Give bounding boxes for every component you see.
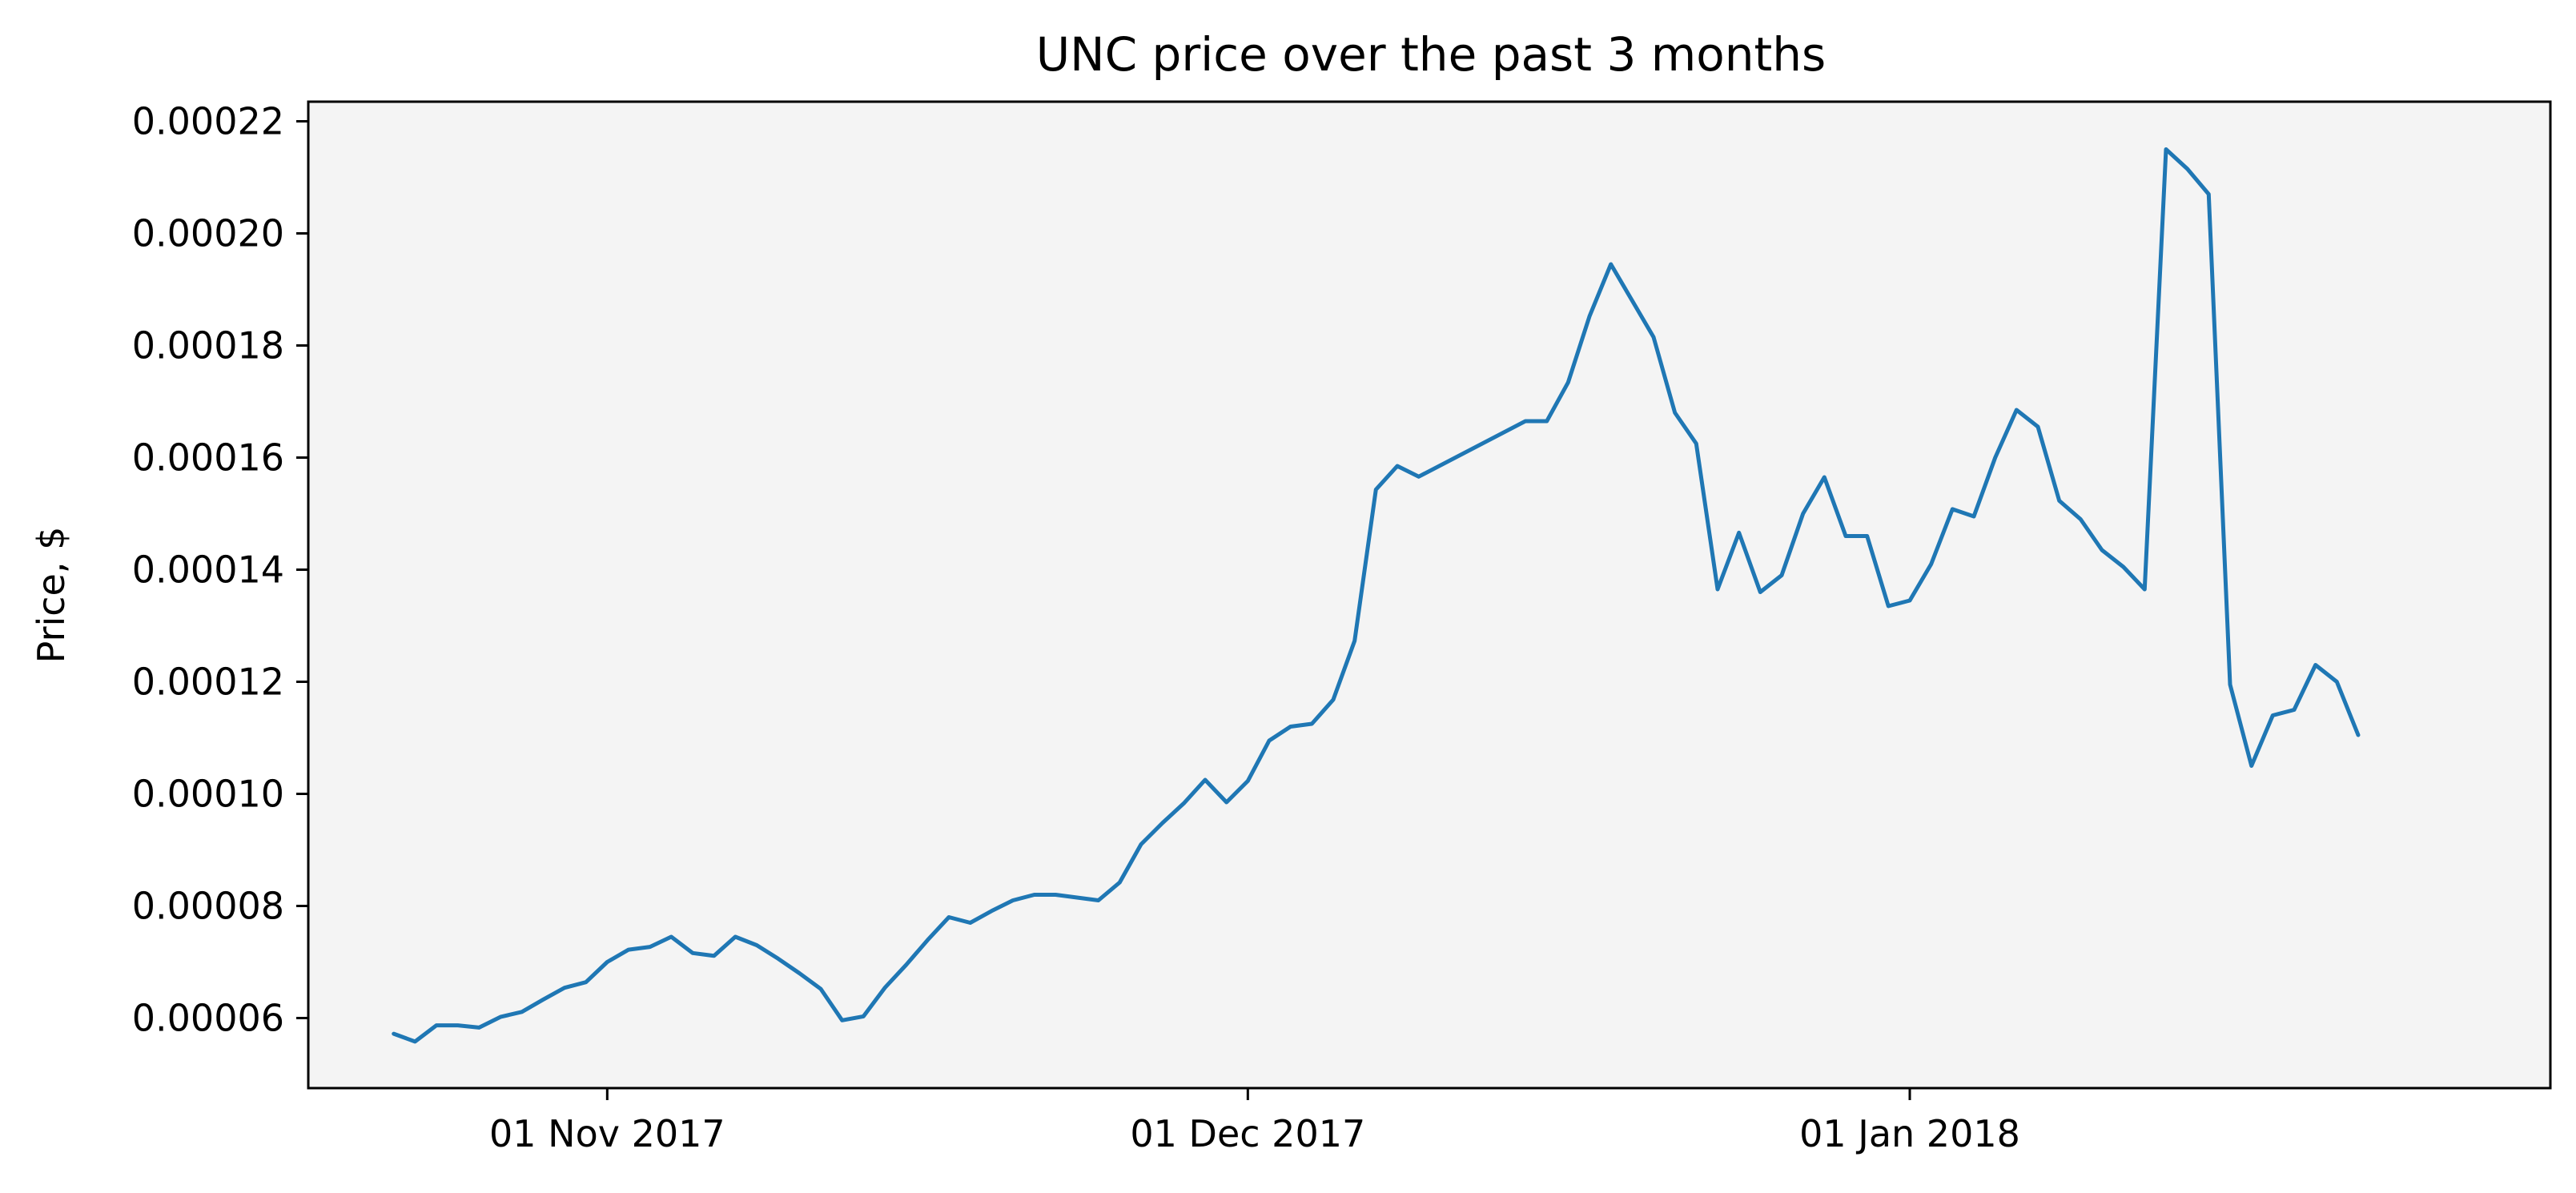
- chart-title: UNC price over the past 3 months: [1036, 27, 1827, 82]
- x-axis-ticks: 01 Nov 2017 01 Dec 2017 01 Jan 2018: [489, 1088, 2020, 1155]
- y-axis-ticks: 0.00006 0.00008 0.00010 0.00012 0.00014 0.000…: [132, 100, 308, 1040]
- y-tick-label: 0.00022: [132, 100, 284, 143]
- y-tick-label: 0.00010: [132, 773, 284, 816]
- plot-area: [308, 102, 2550, 1088]
- y-tick-label: 0.00020: [132, 212, 284, 255]
- series-line-price: [392, 147, 2361, 1044]
- y-tick-label: 0.00016: [132, 436, 284, 480]
- y-tick-label: 0.00018: [132, 324, 284, 368]
- plot-frame: [307, 100, 2552, 1090]
- y-tick-label: 0.00008: [132, 885, 284, 928]
- y-axis-label: Price, $: [30, 527, 73, 664]
- x-tick-label: 01 Nov 2017: [489, 1112, 725, 1155]
- x-tick-label: 01 Dec 2017: [1130, 1112, 1365, 1155]
- x-tick-label: 01 Jan 2018: [1799, 1112, 2020, 1155]
- y-tick-label: 0.00014: [132, 548, 284, 592]
- y-tick-label: 0.00012: [132, 661, 284, 704]
- y-tick-label: 0.00006: [132, 997, 284, 1040]
